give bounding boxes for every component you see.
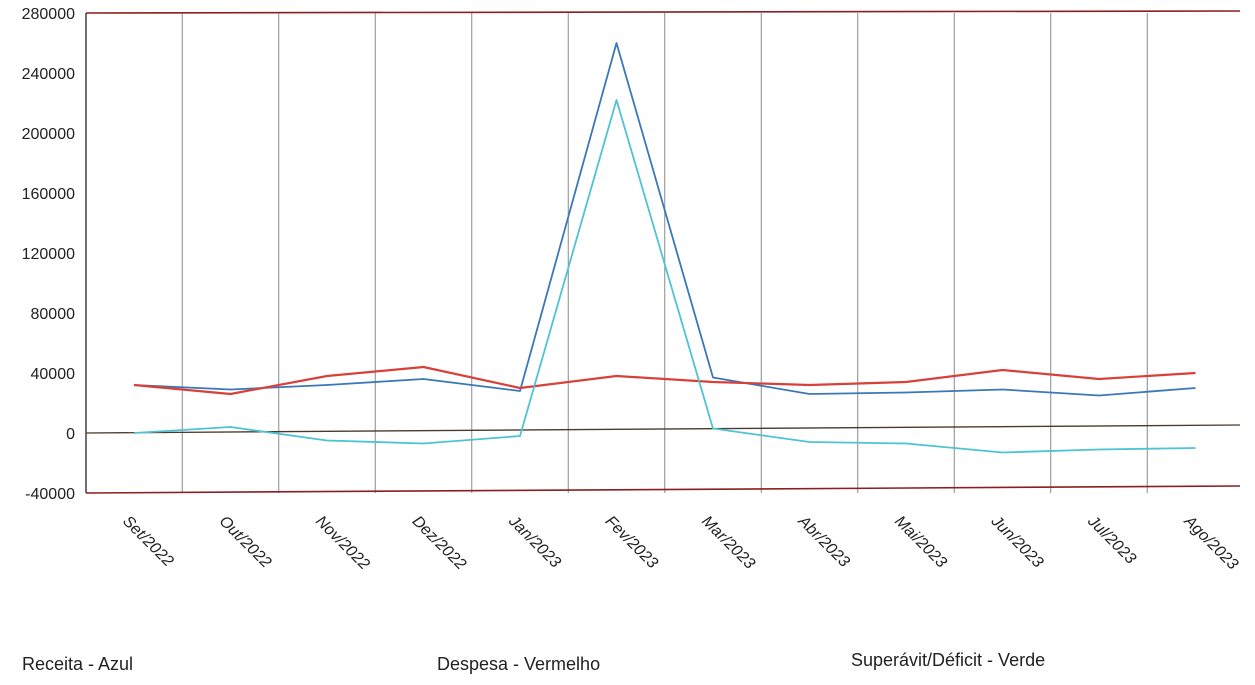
series-lines bbox=[133, 42, 1196, 454]
y-tick-label: 160000 bbox=[22, 186, 75, 203]
y-tick-label: 40000 bbox=[31, 366, 76, 383]
y-axis-ticks: 280000 240000 200000 160000 120000 80000 40000… bbox=[22, 6, 75, 503]
x-tick-label: Out/2022 bbox=[216, 513, 275, 572]
x-tick-label: Mai/2023 bbox=[891, 513, 950, 572]
x-tick-label: Jun/2023 bbox=[987, 512, 1046, 571]
y-tick-label: 200000 bbox=[22, 126, 75, 143]
y-tick-label: 240000 bbox=[22, 66, 75, 83]
x-tick-label: Fev/2023 bbox=[602, 513, 661, 572]
x-tick-label: Jan/2023 bbox=[504, 512, 563, 571]
x-axis-ticks: Set/2022 Out/2022 Nov/2022 Dez/2022 Jan/2023… bbox=[119, 512, 1241, 573]
vertical-gridlines bbox=[181, 13, 1148, 493]
x-tick-label: Nov/2022 bbox=[312, 513, 373, 574]
x-tick-label: Jul/2023 bbox=[1083, 512, 1139, 568]
plot-border-bottom bbox=[85, 485, 1241, 494]
line-chart: 280000 240000 200000 160000 120000 80000 40000… bbox=[22, 6, 1242, 573]
y-tick-label: 280000 bbox=[22, 6, 75, 23]
x-tick-label: Mar/2023 bbox=[698, 513, 758, 573]
series-line-1 bbox=[133, 42, 1196, 397]
legend-superavit-deficit: Superávit/Déficit - Verde bbox=[851, 650, 1046, 670]
series-line-3 bbox=[133, 99, 1196, 454]
y-tick-label: -40000 bbox=[25, 486, 75, 503]
plot-border-top bbox=[85, 10, 1241, 14]
zero-line bbox=[85, 424, 1241, 434]
legend-despesa: Despesa - Vermelho bbox=[437, 654, 601, 674]
y-tick-label: 0 bbox=[66, 426, 75, 443]
y-tick-label: 120000 bbox=[22, 246, 75, 263]
x-tick-label: Abr/2023 bbox=[794, 512, 853, 571]
x-tick-label: Ago/2023 bbox=[1180, 512, 1241, 573]
x-tick-label: Set/2022 bbox=[119, 513, 176, 570]
y-tick-label: 80000 bbox=[31, 306, 76, 323]
series-line-2 bbox=[133, 365, 1196, 396]
legend-receita: Receita - Azul bbox=[22, 654, 134, 674]
plot-frame bbox=[85, 10, 1241, 494]
x-tick-label: Dez/2022 bbox=[409, 513, 470, 574]
